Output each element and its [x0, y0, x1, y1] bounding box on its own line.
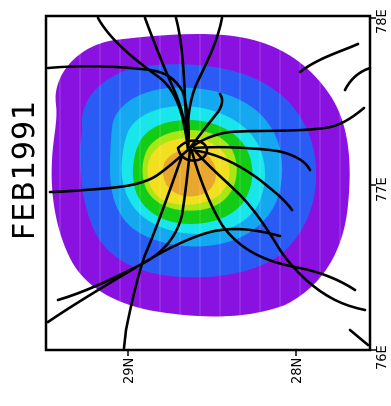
road-network-icon: [46, 16, 372, 350]
lon-label-76e: 76E: [375, 345, 390, 370]
road-line: [186, 106, 366, 152]
lon-label-78e: 78E: [375, 9, 390, 34]
road-line: [194, 150, 367, 312]
tick-marks: [127, 17, 376, 356]
road-line: [343, 66, 372, 92]
lat-label-29n: 29N: [122, 358, 137, 384]
contour-layer: [51, 34, 350, 317]
road-line: [188, 148, 294, 212]
road-line: [48, 148, 190, 194]
lon-label-77e: 77E: [375, 177, 390, 202]
lat-label-28n: 28N: [290, 358, 305, 384]
road-line: [348, 328, 370, 347]
road-line: [192, 145, 312, 172]
road-line: [46, 227, 282, 324]
road-line: [190, 150, 357, 292]
road-line: [176, 139, 209, 162]
road-line: [186, 92, 224, 152]
road-line: [122, 154, 184, 350]
map-title: FEB1991: [7, 100, 42, 240]
road-line: [298, 42, 360, 74]
road-line: [56, 148, 192, 302]
road-line: [186, 16, 224, 142]
grid-hatching: [59, 30, 361, 330]
map-frame: [44, 14, 372, 352]
